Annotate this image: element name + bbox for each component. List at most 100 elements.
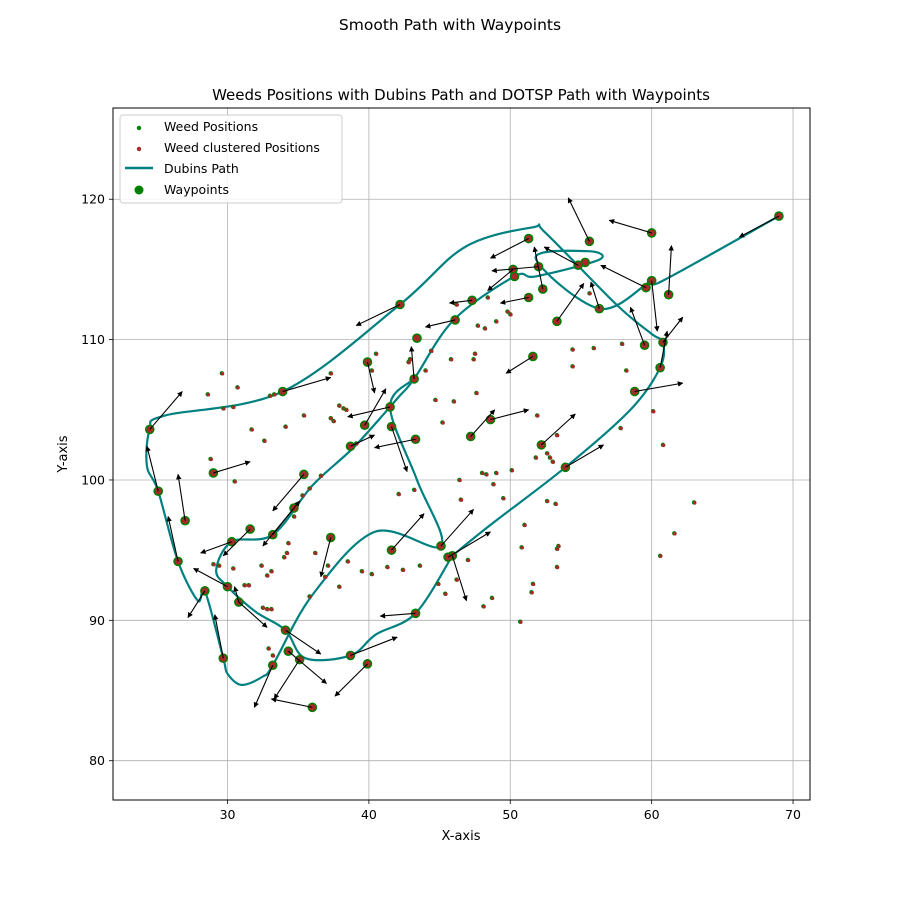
clustered-weed-point: [326, 564, 331, 568]
dubins-path-segment: [215, 215, 780, 662]
heading-arrow: [213, 460, 251, 474]
heading-arrow: [556, 283, 585, 322]
legend-label-clustered: Weed clustered Positions: [164, 140, 320, 155]
clustered-weed-point: [424, 369, 428, 373]
clustered-weed-point: [554, 502, 558, 507]
legend-label-waypoint: Waypoints: [164, 182, 229, 197]
clustered-weed-point: [509, 312, 513, 317]
clustered-weed-point: [661, 443, 666, 448]
heading-arrow: [319, 537, 332, 578]
plot-frame: [112, 107, 811, 801]
clustered-weed-point: [319, 474, 324, 478]
clustered-weed-point: [332, 419, 336, 424]
heading-arrow: [470, 409, 496, 437]
legend: Weed Positions Weed clustered Positions …: [119, 114, 343, 204]
clustered-weed-point: [673, 531, 677, 536]
clustered-weed-point: [480, 471, 485, 476]
heading-arrow: [409, 346, 415, 379]
heading-arrow: [541, 413, 576, 446]
heading-arrow: [350, 434, 376, 447]
clustered-weed-point: [370, 369, 375, 373]
y-tick-label: 90: [89, 613, 105, 628]
heading-arrow: [366, 361, 377, 394]
waypoint-clustered: [581, 259, 589, 266]
clustered-weed-point: [301, 494, 305, 498]
clustered-weed-point: [518, 620, 523, 624]
waypoint-clustered: [642, 284, 650, 291]
clustered-weed-point: [220, 371, 225, 376]
y-ticks: 80 90 100 110 120: [81, 192, 113, 768]
clustered-weed-point: [483, 326, 488, 331]
heading-arrow: [282, 376, 332, 393]
heading-arrow: [364, 388, 387, 426]
clustered-weed-point: [209, 457, 213, 462]
clustered-weed-point: [571, 364, 575, 369]
legend-box: [119, 114, 343, 204]
clustered-weed-point: [555, 433, 560, 438]
figure-title: Smooth Path with Waypoints: [339, 16, 561, 34]
clustered-weed-point: [263, 439, 267, 443]
clustered-weed-point: [444, 592, 448, 596]
waypoint-clustered: [296, 656, 303, 663]
heading-arrow: [350, 636, 398, 656]
clustered-weed-point: [285, 551, 290, 556]
heading-arrow: [424, 319, 456, 329]
clustered-weed-point: [458, 478, 462, 483]
clustered-weed-point: [472, 357, 476, 362]
heading-arrow: [176, 473, 186, 521]
y-axis-label: Y-axis: [56, 435, 71, 473]
x-tick-label: 70: [785, 807, 801, 822]
clustered-weed-point: [261, 606, 266, 610]
waypoint-clustered: [562, 464, 569, 471]
waypoint-clustered: [154, 487, 162, 495]
clustered-weed-point: [243, 583, 247, 588]
clustered-weed-point: [534, 456, 539, 460]
x-ticks: 30 40 50 60 70: [220, 800, 801, 822]
heading-arrow: [200, 541, 232, 554]
heading-arrow: [355, 304, 401, 327]
clustered-weed-point: [490, 596, 495, 601]
clustered-weed-point: [510, 468, 515, 473]
heading-arrow: [451, 555, 468, 602]
clustered-weed-point: [620, 342, 625, 347]
clustered-weed-point: [459, 498, 464, 502]
clustered-weed-point: [485, 472, 489, 477]
x-tick-label: 50: [502, 807, 518, 822]
clustered-weed-point: [236, 385, 240, 390]
clustered-weed-point: [482, 604, 486, 609]
x-tick-label: 60: [644, 807, 660, 822]
clustered-weed-point: [625, 369, 629, 373]
clustered-weed-point: [329, 371, 334, 376]
heading-arrow: [262, 507, 295, 547]
heading-arrow: [738, 215, 780, 238]
waypoint-clustered: [327, 534, 335, 541]
legend-label-path: Dubins Path: [164, 161, 239, 176]
clustered-weed-point: [292, 515, 297, 519]
clustered-weed-point: [346, 559, 351, 564]
clustered-weed-point: [434, 398, 438, 403]
clustered-weed-point: [551, 460, 556, 464]
clustered-weed-point: [408, 357, 413, 362]
heading-arrow: [505, 355, 534, 374]
clustered-weed-point: [260, 564, 264, 568]
heading-arrow: [629, 306, 646, 346]
clustered-weed-point: [282, 555, 287, 560]
clustered-weed-point: [473, 352, 478, 356]
clustered-weed-point: [270, 607, 274, 612]
heading-arrows: [145, 197, 780, 708]
heading-arrow: [565, 444, 605, 468]
weed-points: [205, 291, 697, 658]
heading-arrow: [491, 266, 539, 274]
clustered-weed-point: [452, 399, 457, 404]
clustered-weed-point: [206, 392, 211, 397]
clustered-weed-point: [338, 404, 342, 408]
clustered-weed-point: [265, 574, 270, 578]
heading-arrow: [499, 296, 529, 305]
clustered-weed-point: [531, 582, 536, 587]
clustered-weed-point: [386, 565, 390, 570]
clustered-weed-point: [231, 566, 236, 571]
clustered-weed-point: [338, 585, 342, 589]
heading-arrow: [334, 663, 368, 697]
heading-arrow: [448, 299, 473, 306]
